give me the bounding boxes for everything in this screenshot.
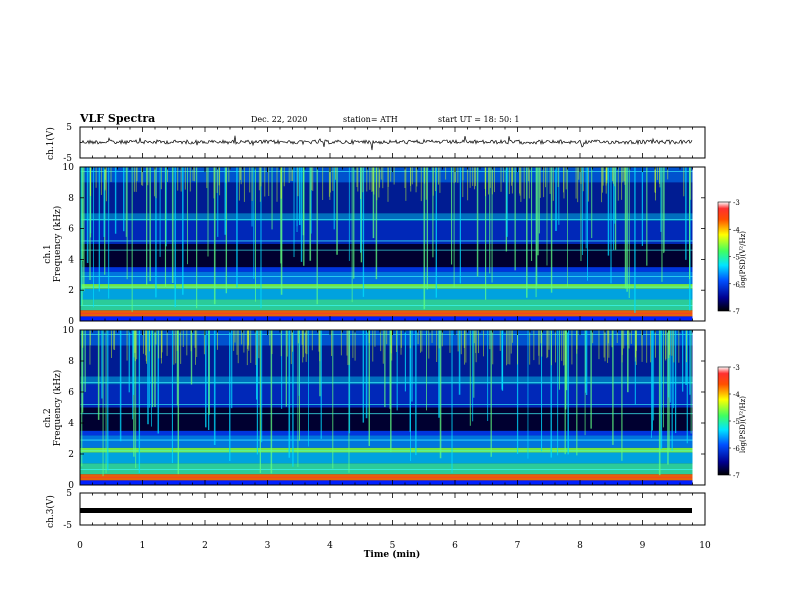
colorbar-tick-label: -6 [733, 445, 740, 453]
ch1-colorbar-label: log(PSD)(V²/Hz) [739, 231, 747, 288]
x-tick-label: 3 [265, 541, 271, 551]
y-tick-label: -5 [63, 521, 72, 531]
colorbar-tick-label: -5 [733, 418, 740, 426]
ch2-spectrogram-ylabel-line1: ch.2 [43, 408, 53, 427]
colorbar-tick-label: -6 [733, 281, 740, 289]
y-tick-label: 8 [68, 357, 74, 367]
spectrogram-band [80, 384, 693, 408]
spectrogram-band [80, 167, 693, 183]
ch1-colorbar-gradient [717, 201, 730, 312]
date-label: Dec. 22, 2020 [251, 115, 307, 124]
ch3-waveform-ylabel: ch.3(V) [45, 495, 56, 528]
y-tick-label: 2 [68, 450, 74, 460]
x-tick-label: 8 [577, 541, 583, 551]
spectrogram-band [80, 182, 693, 214]
x-tick-label: 9 [640, 541, 646, 551]
ch2-spectrogram-panel [79, 329, 706, 486]
x-tick-label: 4 [327, 541, 333, 551]
figure-title: VLF Spectra [79, 112, 155, 125]
x-tick-label: 10 [699, 541, 711, 551]
ch1-spectrogram-image [80, 167, 693, 321]
ch1-waveform-ylabel: ch.1(V) [45, 127, 56, 160]
y-tick-label: 5 [66, 489, 72, 499]
x-axis-label: Time (min) [364, 549, 421, 560]
spectrogram-band [80, 213, 693, 221]
ch3-waveform-line [80, 508, 692, 513]
spectrogram-band [80, 299, 693, 311]
y-tick-label: 4 [68, 255, 74, 265]
spectrogram-band [80, 430, 693, 436]
colorbar-tick-label: -4 [733, 226, 740, 234]
start-time-label: start UT = 18: 50: 1 [438, 115, 519, 124]
spectrogram-band [80, 447, 693, 453]
y-tick-label: 6 [68, 388, 74, 398]
y-tick-label: 0 [68, 317, 74, 327]
axis-ticks: 0 1 2 3 4 5 6 7 8 9 10024681002468105-55-5-3-4-5-6… [63, 123, 741, 551]
colorbar-tick-label: -3 [733, 364, 740, 372]
spectrogram-band [80, 463, 693, 475]
spectrogram-band [80, 407, 693, 431]
y-tick-label: 5 [66, 123, 72, 133]
ch1-spectrogram-ylabel-line1: ch.1 [43, 244, 53, 263]
spectrogram-band [80, 284, 693, 289]
colorbar-tick-label: -7 [733, 472, 740, 480]
y-tick-label: 8 [68, 194, 74, 204]
x-tick-label: 1 [140, 541, 146, 551]
x-tick-label: 5 [390, 541, 396, 551]
y-tick-label: 2 [68, 286, 74, 296]
x-tick-label: 0 [77, 541, 83, 551]
x-tick-label: 6 [452, 541, 458, 551]
ch2-colorbar-label: log(PSD)(V²/Hz) [739, 396, 747, 453]
spectrogram-band [80, 435, 693, 448]
spectrogram-band [80, 271, 693, 285]
y-tick-label: -5 [63, 154, 72, 164]
ch1-waveform-line [79, 135, 693, 151]
spectrogram-band [80, 345, 693, 377]
spectrogram-band [80, 480, 693, 485]
colorbar-tick-label: -3 [733, 199, 740, 207]
y-tick-label: 0 [68, 481, 74, 491]
x-tick-label: 7 [515, 541, 521, 551]
x-tick-label: 2 [202, 541, 208, 551]
colorbar-tick-label: -4 [733, 391, 740, 399]
spectrogram-band [80, 452, 693, 464]
spectrogram-band [80, 244, 693, 268]
y-tick-label: 4 [68, 419, 74, 429]
colorbar-tick-label: -5 [733, 254, 740, 262]
colorbar-tick-label: -7 [733, 308, 740, 316]
spectrogram-band [80, 376, 693, 385]
ch1-spectrogram-ylabel-line2: Frequency (kHz) [52, 206, 63, 283]
y-tick-label: 10 [63, 163, 75, 173]
spectrogram-band [80, 288, 693, 300]
ch2-spectrogram-image [80, 330, 693, 485]
spectrogram-band [80, 267, 693, 272]
y-tick-label: 6 [68, 225, 74, 235]
ch2-spectrogram-ylabel-line2: Frequency (kHz) [52, 370, 63, 447]
y-tick-label: 10 [63, 326, 75, 336]
station-label: station= ATH [343, 115, 398, 124]
spectrogram-band [80, 316, 693, 321]
ch2-colorbar-gradient [717, 366, 730, 476]
ch1-spectrogram-panel [79, 166, 706, 322]
